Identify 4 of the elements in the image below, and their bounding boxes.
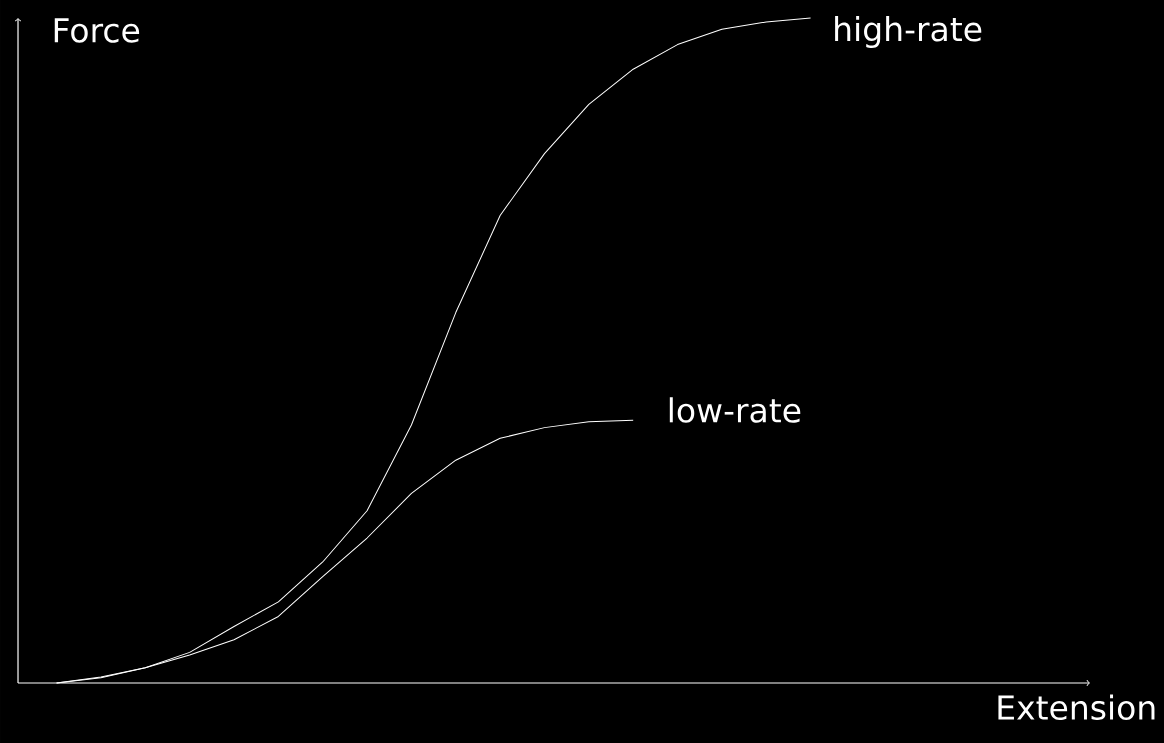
series-label: high-rate [835,16,982,48]
y-axis-title: Force [54,18,140,43]
x-axis-title: Extension [998,694,1155,721]
series-label: low-rate [669,397,801,423]
